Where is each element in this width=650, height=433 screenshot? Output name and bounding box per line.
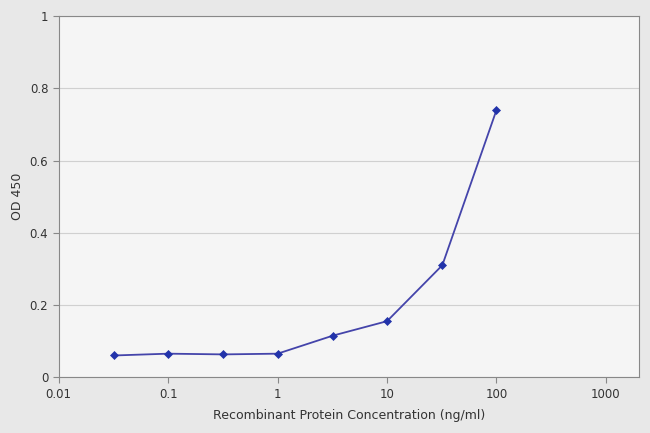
Y-axis label: OD 450: OD 450 — [11, 173, 24, 220]
X-axis label: Recombinant Protein Concentration (ng/ml): Recombinant Protein Concentration (ng/ml… — [213, 409, 485, 422]
